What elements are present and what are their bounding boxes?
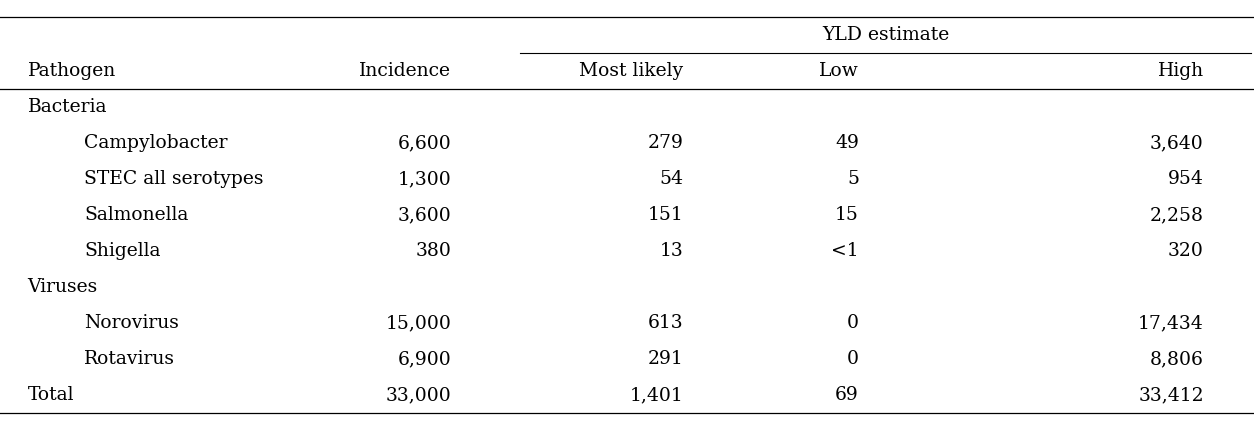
Text: Bacteria: Bacteria	[28, 98, 107, 116]
Text: Pathogen: Pathogen	[28, 62, 115, 80]
Text: 954: 954	[1167, 170, 1204, 188]
Text: 54: 54	[660, 170, 683, 188]
Text: 3,600: 3,600	[398, 206, 451, 224]
Text: Low: Low	[819, 62, 859, 80]
Text: Viruses: Viruses	[28, 278, 98, 296]
Text: Norovirus: Norovirus	[84, 314, 179, 332]
Text: 69: 69	[835, 386, 859, 404]
Text: 33,000: 33,000	[386, 386, 451, 404]
Text: 13: 13	[660, 242, 683, 260]
Text: Campylobacter: Campylobacter	[84, 134, 227, 152]
Text: Total: Total	[28, 386, 74, 404]
Text: 279: 279	[647, 134, 683, 152]
Text: 33,412: 33,412	[1139, 386, 1204, 404]
Text: 2,258: 2,258	[1150, 206, 1204, 224]
Text: 15,000: 15,000	[385, 314, 451, 332]
Text: STEC all serotypes: STEC all serotypes	[84, 170, 263, 188]
Text: Incidence: Incidence	[360, 62, 451, 80]
Text: 0: 0	[846, 350, 859, 368]
Text: 151: 151	[647, 206, 683, 224]
Text: 5: 5	[846, 170, 859, 188]
Text: Salmonella: Salmonella	[84, 206, 188, 224]
Text: Most likely: Most likely	[579, 62, 683, 80]
Text: High: High	[1157, 62, 1204, 80]
Text: 1,401: 1,401	[630, 386, 683, 404]
Text: 291: 291	[647, 350, 683, 368]
Text: 0: 0	[846, 314, 859, 332]
Text: 8,806: 8,806	[1150, 350, 1204, 368]
Text: YLD estimate: YLD estimate	[823, 26, 949, 44]
Text: Shigella: Shigella	[84, 242, 161, 260]
Text: 3,640: 3,640	[1150, 134, 1204, 152]
Text: 15: 15	[835, 206, 859, 224]
Text: 6,600: 6,600	[398, 134, 451, 152]
Text: 49: 49	[835, 134, 859, 152]
Text: <1: <1	[831, 242, 859, 260]
Text: 613: 613	[648, 314, 683, 332]
Text: 380: 380	[415, 242, 451, 260]
Text: 1,300: 1,300	[398, 170, 451, 188]
Text: 320: 320	[1167, 242, 1204, 260]
Text: 17,434: 17,434	[1139, 314, 1204, 332]
Text: Rotavirus: Rotavirus	[84, 350, 176, 368]
Text: 6,900: 6,900	[398, 350, 451, 368]
